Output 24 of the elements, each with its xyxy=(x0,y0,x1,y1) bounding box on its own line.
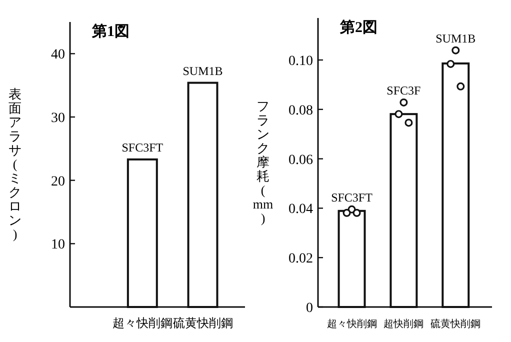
chart-title: 第1図 xyxy=(91,23,130,40)
y-tick-label: 0.02 xyxy=(288,252,313,267)
y-tick-label: 0.06 xyxy=(288,152,313,168)
x-tick-label: 超快削鋼 xyxy=(384,318,424,330)
y-tick-label: 0.08 xyxy=(288,103,313,118)
x-tick-label: 超々快削鋼 xyxy=(112,316,172,330)
y-tick-label: 10 xyxy=(51,238,65,253)
y-tick-label: 0 xyxy=(306,301,313,316)
text: 表面アラサ(ミクロン) xyxy=(8,86,22,242)
annotation: SUM1B xyxy=(436,31,476,46)
chart-title: 第2図 xyxy=(339,19,378,36)
annotation: SFC3F xyxy=(386,83,422,98)
text: フランク摩耗(mm) xyxy=(252,98,274,226)
x-tick-label: 超々快削鋼 xyxy=(326,318,377,330)
annotation: SFC3FT xyxy=(122,140,164,154)
x-tick-label: 硫黄快削鋼 xyxy=(430,318,481,330)
y-tick-label: 30 xyxy=(51,111,65,126)
y-tick-label: 0.04 xyxy=(288,202,313,218)
x-tick-label: 硫黄快削鋼 xyxy=(172,316,233,330)
y-tick-label: 20 xyxy=(51,174,65,190)
y-tick-label: 0.10 xyxy=(288,54,313,69)
y-tick-label: 40 xyxy=(51,48,65,63)
annotation: SUM1B xyxy=(182,64,223,78)
annotation: SFC3FT xyxy=(331,190,374,204)
